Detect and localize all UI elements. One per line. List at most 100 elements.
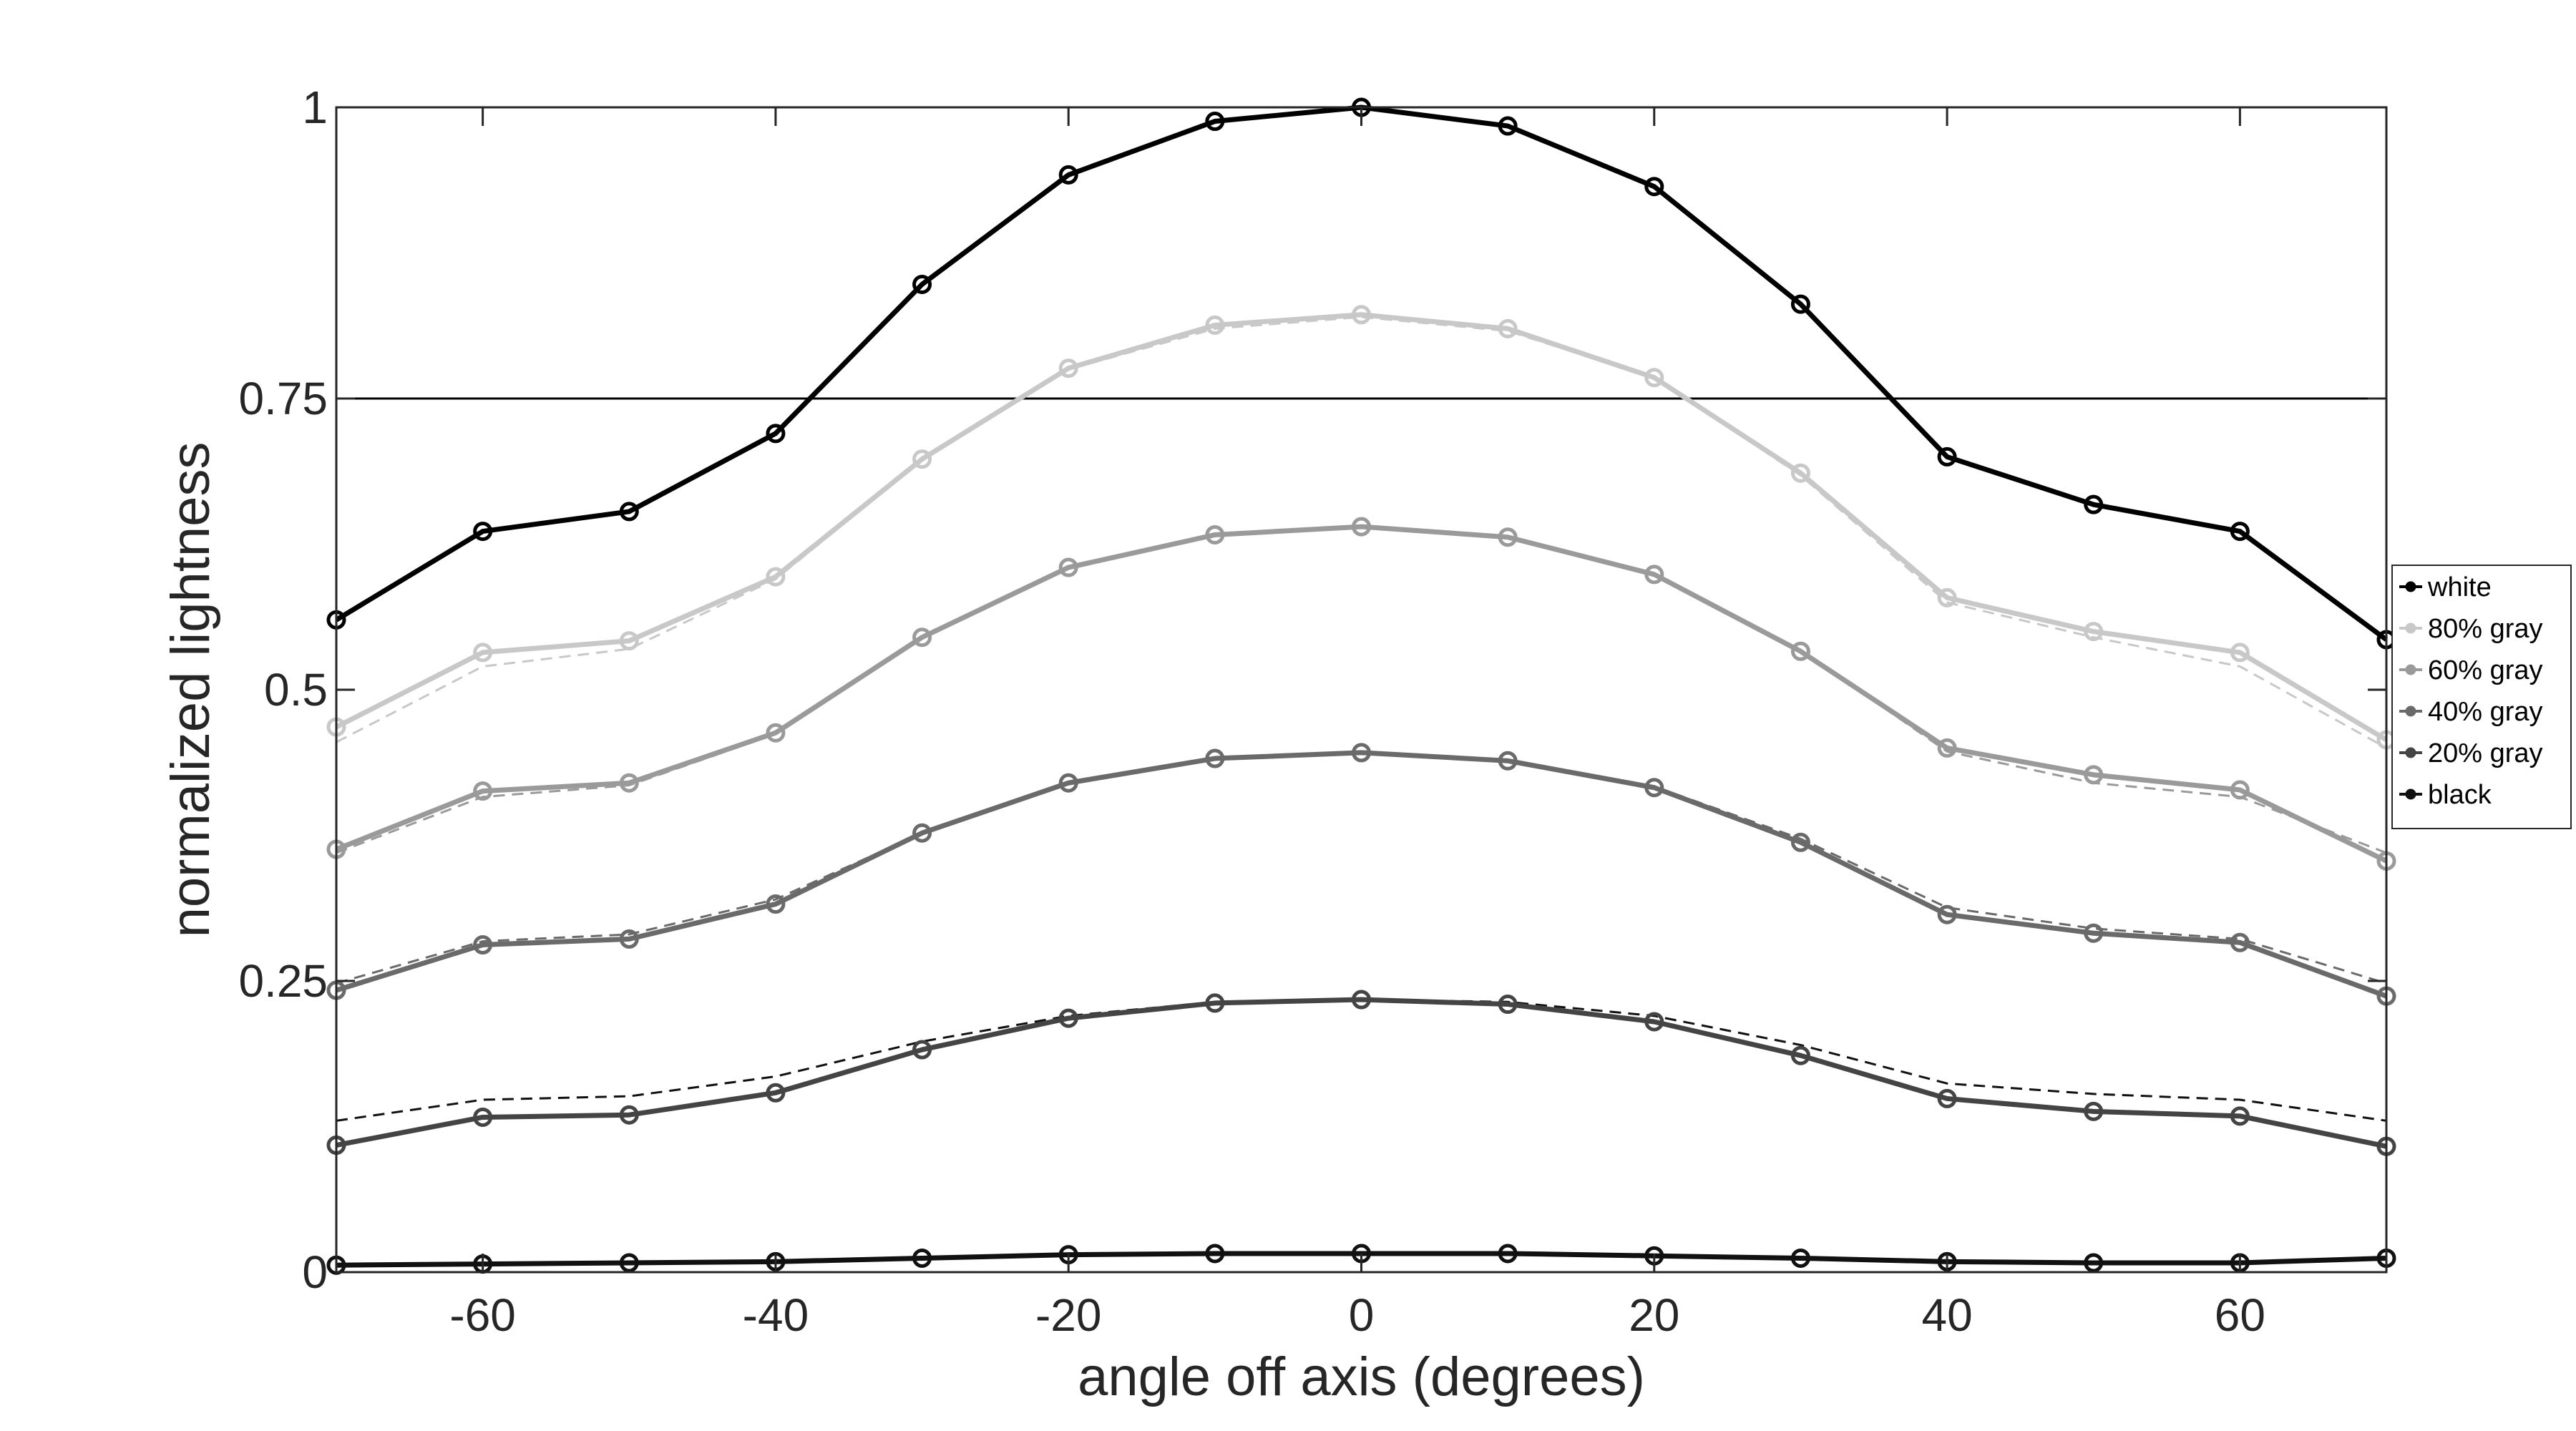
y-tick-label: 0.75 <box>238 373 328 424</box>
data-point-20-gray <box>473 1107 493 1127</box>
data-point-black <box>1498 1244 1518 1264</box>
data-point-40-gray <box>1058 773 1078 793</box>
data-point-40-gray <box>1644 778 1664 798</box>
data-point-60-gray <box>912 627 932 648</box>
legend-label-40-gray: 40% gray <box>2428 697 2543 727</box>
data-point-40-gray <box>1498 751 1518 771</box>
plot-area-frame <box>335 106 2388 1274</box>
data-point-20-gray <box>1498 995 1518 1015</box>
data-point-40-gray <box>619 929 639 949</box>
x-tick-label: -40 <box>743 1289 809 1341</box>
data-point-80-gray <box>2230 643 2250 663</box>
legend-marker-20-gray <box>2405 747 2416 758</box>
data-point-60-gray <box>1644 565 1664 585</box>
data-point-white <box>1644 177 1664 197</box>
data-point-80-gray <box>766 567 786 587</box>
data-point-white <box>473 522 493 542</box>
legend-label-white: white <box>2427 572 2492 602</box>
x-tick-label: -60 <box>449 1289 516 1341</box>
data-point-white <box>1790 294 1810 314</box>
data-point-80-gray <box>619 631 639 651</box>
data-point-40-gray <box>1937 904 1957 924</box>
y-tick-label: 0.5 <box>264 664 328 716</box>
x-tick-label: -20 <box>1035 1289 1102 1341</box>
data-point-white <box>2084 494 2104 514</box>
data-point-20-gray <box>619 1105 639 1125</box>
legend: white 80% gray 60% gray 40% gray 20% gray bla… <box>2391 565 2572 829</box>
y-tick-label: 1 <box>302 82 328 133</box>
legend-label-black: black <box>2428 780 2492 810</box>
data-point-40-gray <box>912 823 932 843</box>
data-point-white <box>619 502 639 522</box>
series-line-80-gray <box>335 312 2388 743</box>
data-point-60-gray <box>1058 557 1078 577</box>
data-point-60-gray <box>1205 524 1225 544</box>
series-black <box>326 1244 2396 1275</box>
data-point-white <box>1498 116 1518 136</box>
data-point-20-gray <box>1352 990 1371 1010</box>
series-20-gray <box>326 990 2396 1156</box>
reference-series-line-4 <box>336 998 2387 1122</box>
data-point-40-gray <box>473 935 493 955</box>
data-point-20-gray <box>2084 1101 2104 1121</box>
x-tick-label: 60 <box>2215 1289 2265 1341</box>
data-point-20-gray <box>1644 1012 1664 1032</box>
data-point-20-gray <box>1937 1088 1957 1108</box>
data-point-white <box>1058 165 1078 185</box>
legend-marker-40-gray <box>2405 705 2416 717</box>
data-point-40-gray <box>1352 743 1371 763</box>
series-layer <box>326 97 2396 1275</box>
y-axis-title: normalized lightness <box>160 442 221 938</box>
data-point-20-gray <box>1205 993 1225 1013</box>
data-point-black <box>619 1253 639 1273</box>
series-60-gray <box>326 517 2396 871</box>
data-point-20-gray <box>1058 1008 1078 1028</box>
data-point-40-gray <box>1790 832 1810 852</box>
series-line-60-gray <box>335 524 2388 864</box>
y-tick-label: 0.25 <box>238 955 328 1007</box>
series-line-20-gray <box>336 997 2387 1149</box>
x-axis-title: angle off axis (degrees) <box>1078 1347 1645 1407</box>
data-point-white <box>2230 522 2250 542</box>
data-point-40-gray <box>2084 923 2104 943</box>
y-tick-label: 0 <box>302 1246 328 1298</box>
data-point-white <box>1937 446 1957 467</box>
data-point-80-gray <box>1205 315 1225 335</box>
series-line-black <box>336 1251 2387 1268</box>
legend-label-20-gray: 20% gray <box>2428 738 2543 768</box>
data-point-60-gray <box>1498 527 1518 547</box>
data-point-white <box>1205 112 1225 132</box>
data-point-60-gray <box>1352 517 1371 537</box>
data-point-20-gray <box>1790 1045 1810 1065</box>
data-point-80-gray <box>1058 358 1078 378</box>
data-point-80-gray <box>912 449 932 469</box>
data-point-60-gray <box>2084 765 2104 785</box>
data-point-80-gray <box>1352 305 1371 325</box>
series-line-white <box>335 104 2389 642</box>
legend-box <box>2391 565 2572 829</box>
data-point-white <box>912 274 932 294</box>
data-point-60-gray <box>1937 738 1957 758</box>
data-point-80-gray <box>1937 587 1957 607</box>
legend-marker-white <box>2405 581 2416 592</box>
x-tick-label: 40 <box>1921 1289 1972 1341</box>
data-point-80-gray <box>473 643 493 663</box>
data-point-white <box>766 424 786 444</box>
data-point-60-gray <box>473 781 493 801</box>
legend-label-60-gray: 60% gray <box>2428 655 2543 685</box>
data-point-black <box>1790 1248 1810 1268</box>
data-point-20-gray <box>2230 1106 2250 1126</box>
data-point-60-gray <box>766 723 786 743</box>
legend-marker-60-gray <box>2405 664 2416 675</box>
data-point-80-gray <box>1498 318 1518 338</box>
legend-label-80-gray: 80% gray <box>2428 614 2543 644</box>
reference-series-line-3 <box>336 751 2387 985</box>
axes-layer <box>335 106 2388 1274</box>
data-point-60-gray <box>619 773 639 793</box>
x-tick-label: 0 <box>1349 1289 1375 1341</box>
data-point-80-gray <box>2084 622 2104 642</box>
data-point-40-gray <box>766 894 786 914</box>
legend-marker-80-gray <box>2405 622 2416 634</box>
series-white <box>326 97 2396 650</box>
